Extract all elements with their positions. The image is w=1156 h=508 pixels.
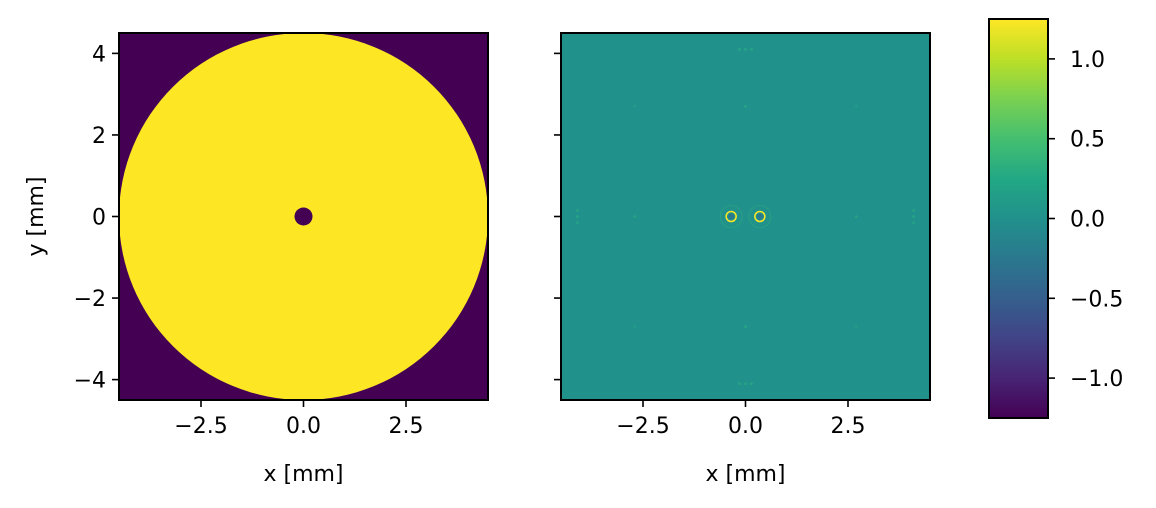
right-speckle — [750, 382, 753, 386]
colorbar-tick-label: 1.0 — [1070, 48, 1105, 73]
colorbar: 1.0 0.5 0.0 −0.5 −1.0 — [988, 18, 1123, 419]
left-y-tick-label: 4 — [92, 42, 106, 67]
left-y-tick-label: 2 — [92, 124, 106, 149]
right-speckle — [633, 325, 637, 328]
right-speckle — [738, 382, 741, 386]
right-panel: −2.5 0.0 2.5 x [mm] — [554, 32, 931, 487]
right-speckle — [633, 105, 637, 108]
colorbar-ticks: 1.0 0.5 0.0 −0.5 −1.0 — [1048, 48, 1123, 392]
right-speckle — [750, 47, 753, 51]
left-panel: −2.5 0.0 2.5 −4 −2 0 2 4 x [mm] y [mm] — [24, 32, 489, 487]
right-speckle — [912, 215, 915, 218]
right-y-ticks — [554, 52, 561, 381]
right-speckle — [576, 215, 579, 218]
right-x-ticks: −2.5 0.0 2.5 — [616, 400, 866, 439]
right-x-axis-label: x [mm] — [705, 462, 785, 487]
colorbar-gradient — [989, 19, 1048, 418]
colorbar-tick-label: 0.0 — [1070, 208, 1105, 233]
left-y-ticks: −4 −2 0 2 4 — [74, 42, 119, 394]
right-x-tick-label: 2.5 — [831, 414, 866, 439]
left-x-tick-label: 0.0 — [286, 414, 321, 439]
left-y-axis-label: y [mm] — [24, 176, 49, 256]
right-speckle — [744, 382, 747, 386]
right-speckle — [576, 209, 579, 212]
right-heatmap — [561, 33, 930, 400]
right-speckle — [912, 221, 915, 224]
right-speckle — [912, 209, 915, 212]
right-speckle — [854, 105, 858, 108]
right-speckle — [744, 47, 747, 51]
right-speckle — [744, 325, 747, 328]
colorbar-tick-label: 0.5 — [1070, 128, 1105, 153]
right-spot-halo — [719, 205, 743, 228]
right-speckle — [854, 215, 858, 218]
left-y-tick-label: −2 — [74, 287, 106, 312]
right-x-tick-label: −2.5 — [616, 414, 669, 439]
colorbar-tick-label: −0.5 — [1070, 287, 1123, 312]
left-x-ticks: −2.5 0.0 2.5 — [174, 400, 424, 439]
left-y-tick-label: −4 — [74, 369, 106, 394]
right-speckle — [854, 325, 858, 328]
left-heatmap — [119, 33, 488, 400]
colorbar-tick-label: −1.0 — [1070, 367, 1123, 392]
right-speckle — [633, 215, 637, 218]
right-spot-ring — [725, 210, 737, 223]
right-speckle — [738, 47, 741, 51]
right-spot-ring — [754, 210, 766, 223]
left-x-tick-label: −2.5 — [174, 414, 227, 439]
right-speckle — [744, 105, 747, 108]
left-x-tick-label: 2.5 — [389, 414, 424, 439]
right-spot — [756, 213, 763, 220]
left-obscuration-disk — [294, 207, 313, 226]
right-spot — [728, 213, 735, 220]
right-spot-halo — [748, 205, 772, 228]
right-x-tick-label: 0.0 — [728, 414, 763, 439]
right-speckle — [576, 221, 579, 224]
left-x-axis-label: x [mm] — [263, 462, 343, 487]
left-y-tick-label: 0 — [92, 206, 106, 231]
right-background — [561, 33, 930, 400]
